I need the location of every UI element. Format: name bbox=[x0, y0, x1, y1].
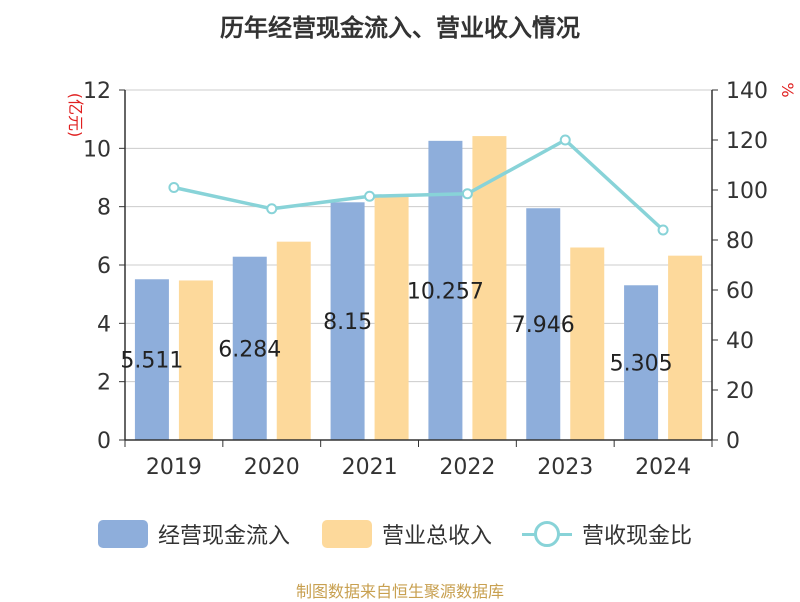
bar-cash-inflow bbox=[624, 285, 659, 440]
bar-revenue bbox=[178, 280, 213, 440]
grid-lines bbox=[125, 89, 712, 383]
y-left-tick-label: 12 bbox=[83, 79, 111, 104]
ratio-point bbox=[657, 224, 669, 236]
y-left-tick-label: 4 bbox=[97, 312, 111, 337]
y-right-tick-label: 60 bbox=[726, 279, 754, 304]
x-tick-label: 2022 bbox=[439, 455, 495, 480]
legend-swatch-ratio bbox=[522, 520, 572, 548]
data-source-note: 制图数据来自恒生聚源数据库 bbox=[295, 582, 504, 601]
legend-item-revenue[interactable]: 营业总收入 bbox=[322, 514, 492, 554]
y-left-tick-label: 6 bbox=[97, 254, 111, 279]
y-right-tick-label: 100 bbox=[726, 179, 768, 204]
y-right-tick-label: 40 bbox=[726, 329, 754, 354]
data-label-cash-inflow: 6.284 bbox=[218, 337, 281, 362]
bar-cash-inflow bbox=[526, 208, 561, 440]
legend-label-cash-inflow: 经营现金流入 bbox=[158, 524, 291, 549]
data-label-cash-inflow: 10.257 bbox=[407, 279, 484, 304]
y-left-tick-label: 2 bbox=[97, 371, 111, 396]
bar-cash-inflow bbox=[330, 202, 365, 440]
y-right-tick-label: 120 bbox=[726, 129, 768, 154]
y-right-tick-label: 140 bbox=[726, 79, 768, 104]
y-right-tick-label: 80 bbox=[726, 229, 754, 254]
bars bbox=[134, 136, 703, 441]
bar-cash-inflow bbox=[428, 140, 463, 440]
legend-swatch-cash-inflow bbox=[98, 520, 148, 548]
chart-title: 历年经营现金流入、营业收入情况 bbox=[220, 14, 580, 42]
data-label-cash-inflow: 5.305 bbox=[610, 352, 673, 377]
y-left-tick-label: 8 bbox=[97, 196, 111, 221]
x-tick-label: 2021 bbox=[342, 455, 398, 480]
data-label-cash-inflow: 5.511 bbox=[120, 349, 183, 374]
bar-revenue bbox=[668, 255, 703, 440]
x-tick-label: 2024 bbox=[635, 455, 691, 480]
bar-revenue bbox=[374, 196, 409, 440]
ratio-point bbox=[559, 134, 571, 146]
ratio-point bbox=[364, 190, 376, 202]
bar-cash-inflow bbox=[232, 256, 267, 440]
y-right-tick-label: 0 bbox=[726, 429, 740, 454]
y-left-axis-label: (亿元) bbox=[66, 93, 85, 138]
ratio-line bbox=[173, 138, 665, 232]
data-label-cash-inflow: 7.946 bbox=[512, 313, 575, 338]
legend-item-ratio[interactable]: 营收现金比 bbox=[522, 514, 692, 554]
y-right-axis-label: % bbox=[778, 82, 797, 97]
x-tick-label: 2020 bbox=[244, 455, 300, 480]
ratio-point bbox=[266, 203, 278, 215]
y-left-tick-label: 10 bbox=[83, 137, 111, 162]
x-tick-label: 2023 bbox=[537, 455, 593, 480]
legend-label-ratio: 营收现金比 bbox=[582, 524, 693, 549]
bar-revenue bbox=[570, 247, 605, 440]
legend-item-cash-inflow[interactable]: 经营现金流入 bbox=[98, 514, 290, 554]
data-label-cash-inflow: 8.15 bbox=[323, 310, 372, 335]
ratio-line-layer bbox=[168, 134, 669, 236]
legend-label-revenue: 营业总收入 bbox=[382, 524, 493, 549]
ratio-point bbox=[168, 182, 180, 193]
y-left-tick-label: 0 bbox=[97, 429, 111, 454]
x-tick-label: 2019 bbox=[146, 455, 202, 480]
ratio-point bbox=[461, 188, 473, 200]
data-labels: 5.511 6.284 8.15 10.257 7.946 5.305 bbox=[120, 279, 672, 376]
bar-cash-inflow bbox=[134, 279, 169, 440]
legend-swatch-revenue bbox=[322, 520, 372, 548]
y-right-tick-label: 20 bbox=[726, 379, 754, 404]
legend: 经营现金流入 营业总收入 营收现金比 bbox=[0, 514, 800, 554]
bar-revenue bbox=[276, 241, 311, 440]
